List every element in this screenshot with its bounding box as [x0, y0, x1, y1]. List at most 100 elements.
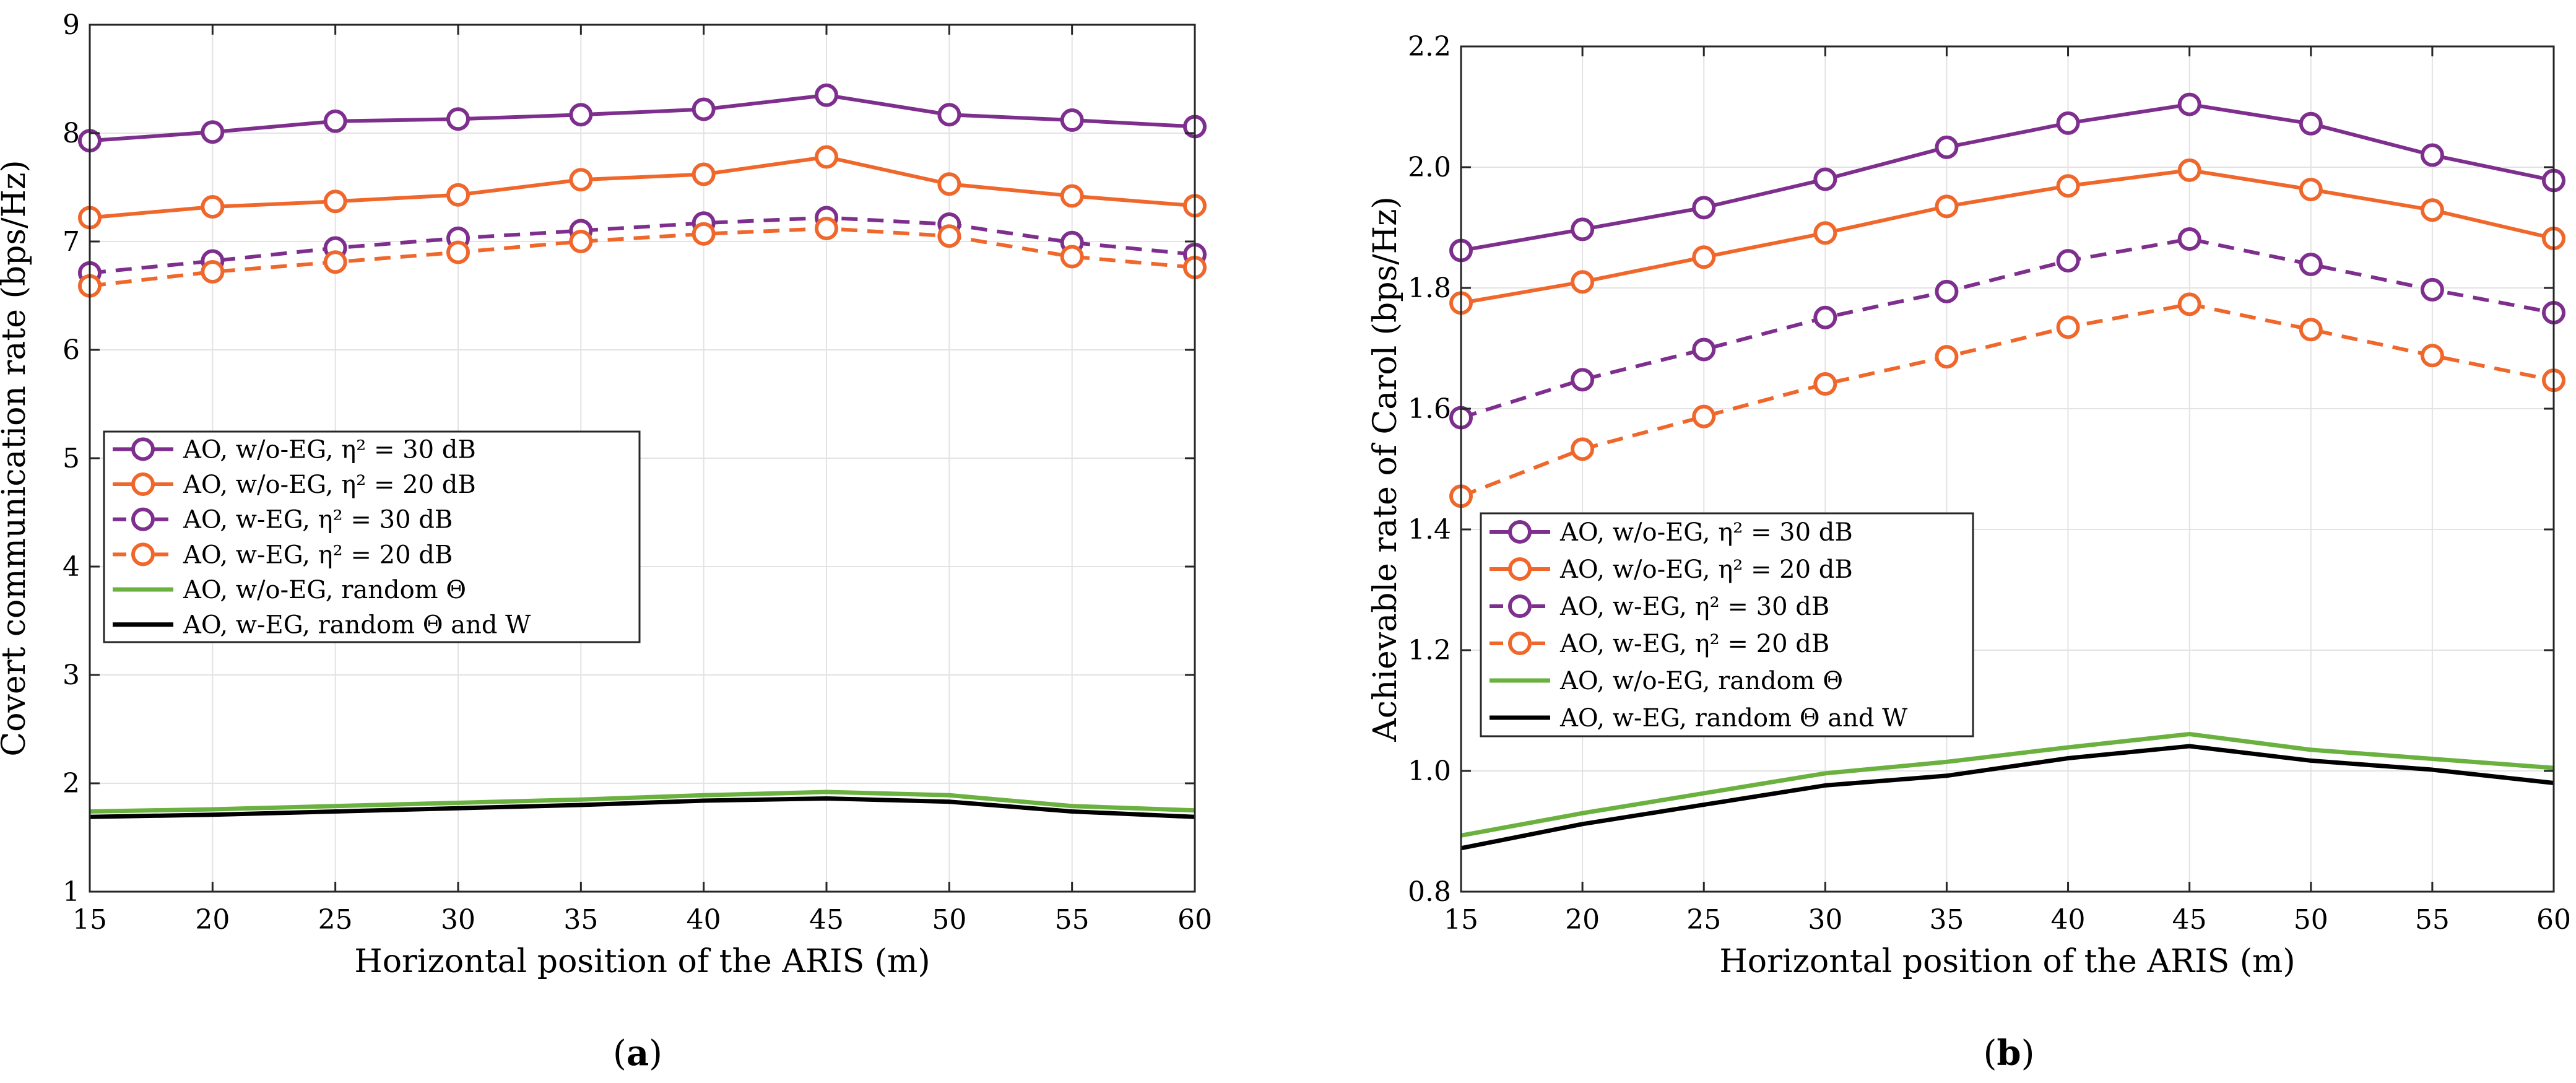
data-point-s3-7	[2177, 227, 2201, 251]
data-point-s2-9	[2420, 198, 2444, 222]
data-point-s1-3	[323, 109, 347, 133]
data-point-s4-6	[692, 222, 716, 246]
data-point-s1-8	[937, 103, 961, 127]
data-point-s1-8	[2299, 111, 2323, 136]
data-point-s1-5	[1935, 135, 1959, 159]
y-tick-label: 6	[63, 334, 80, 366]
data-point-s4-9	[1060, 245, 1084, 269]
data-point-s2-9	[1060, 184, 1084, 208]
x-tick-label: 25	[1686, 904, 1721, 936]
axes-box	[1460, 45, 2555, 893]
x-tick-label: 45	[809, 904, 844, 936]
legend-marker-2	[131, 472, 155, 496]
data-point-s4-3	[1692, 404, 1716, 428]
series-line-3	[1460, 237, 2554, 420]
legend-label-6: AO, w-EG, random Θ and W	[183, 611, 531, 640]
y-tick-label: 9	[63, 9, 80, 41]
series-line-4	[89, 227, 1195, 288]
x-tick-label: 25	[318, 904, 353, 936]
legend-label-4: AO, w-EG, η² = 20 dB	[1559, 630, 1829, 658]
data-point-s1-4	[446, 107, 470, 131]
grid	[90, 25, 1195, 892]
data-point-s4-5	[569, 230, 593, 253]
y-axis-label: Achievable rate of Carol (bps/Hz)	[1367, 196, 1404, 742]
legend-marker-1	[131, 437, 155, 461]
series-line-3	[89, 215, 1195, 275]
data-point-s4-2	[1571, 437, 1595, 461]
data-point-s1-6	[692, 97, 716, 121]
data-point-s1-4	[1813, 167, 1837, 191]
legend-marker-3	[131, 507, 155, 531]
data-point-s3-4	[1813, 305, 1837, 329]
data-point-s2-5	[569, 168, 593, 192]
panel-a-chart: 15 20 25 30 35 40 45 50 55 60123456789Horizontal …	[0, 9, 1212, 1074]
legend-box	[103, 430, 641, 643]
y-axis-label: Covert communication rate (bps/Hz)	[0, 160, 33, 756]
data-point-s4-3	[323, 250, 347, 274]
legend-label-5: AO, w/o-EG, random Θ	[183, 576, 466, 604]
y-tick-label: 1.0	[1408, 755, 1451, 787]
series-line-1	[1460, 102, 2554, 253]
data-point-s1-6	[2056, 111, 2080, 135]
data-point-s3-3	[1692, 337, 1716, 362]
y-tick-label: 1.4	[1408, 514, 1451, 546]
y-tick-label: 2.2	[1408, 31, 1451, 63]
series-line-5	[1460, 732, 2554, 838]
series-line-2	[89, 155, 1195, 220]
series-group	[78, 83, 1207, 819]
legend-marker-4	[1508, 632, 1532, 655]
data-point-s4-8	[2299, 318, 2323, 342]
y-tick-label: 3	[63, 659, 80, 691]
data-point-s3-5	[1935, 279, 1959, 303]
data-point-s2-4	[446, 183, 470, 207]
data-point-s1-2	[201, 120, 225, 144]
y-tick-label: 1.2	[1408, 635, 1451, 666]
legend-box	[1480, 512, 1974, 737]
y-tick-label: 1	[63, 876, 80, 908]
series-line-2	[1460, 168, 2554, 305]
legend-label-3: AO, w-EG, η² = 30 dB	[1559, 593, 1829, 621]
data-point-s1-7	[815, 83, 838, 107]
legend-label-2: AO, w/o-EG, η² = 20 dB	[1559, 555, 1853, 584]
series-line-1	[89, 93, 1195, 143]
x-tick-label: 20	[195, 904, 230, 936]
legend: AO, w/o-EG, η² = 30 dB AO, w/o-EG, η² = 2…	[103, 430, 641, 643]
data-point-s2-7	[2177, 158, 2201, 182]
legend-label-2: AO, w/o-EG, η² = 20 dB	[183, 471, 476, 499]
data-point-s2-7	[815, 145, 838, 169]
ticks: 15 20 25 30 35 40 45 50 55 60 0.8 1.0 1.2 1.4 1.6 1.8 2.…	[1408, 31, 2571, 936]
y-tick-label: 7	[63, 226, 80, 258]
x-tick-label: 15	[72, 904, 107, 936]
data-point-s2-8	[2299, 178, 2323, 202]
data-point-s3-8	[2299, 252, 2323, 276]
data-point-s3-9	[2420, 277, 2444, 302]
x-tick-label: 55	[2415, 904, 2450, 936]
x-tick-label: 55	[1055, 904, 1090, 936]
data-point-s2-3	[1692, 245, 1716, 269]
y-tick-label: 4	[63, 551, 80, 583]
x-tick-label: 35	[1929, 904, 1964, 936]
data-point-s1-9	[2420, 143, 2444, 167]
legend-marker-1	[1508, 520, 1532, 544]
legend-label-4: AO, w-EG, η² = 20 dB	[183, 541, 453, 569]
data-point-s4-6	[2056, 315, 2080, 339]
data-point-s4-8	[937, 224, 961, 248]
x-tick-label: 30	[1808, 904, 1842, 936]
panel-b-chart: 15 20 25 30 35 40 45 50 55 60 0.8 1.0 1.2 1.4 1.6 1.8 2.…	[1367, 31, 2571, 1074]
legend-marker-2	[1508, 557, 1532, 581]
data-point-s4-5	[1935, 345, 1959, 369]
legend-label-1: AO, w/o-EG, η² = 30 dB	[1559, 518, 1853, 547]
y-tick-label: 1.8	[1408, 272, 1451, 304]
y-tick-label: 8	[63, 118, 80, 149]
data-point-s3-6	[2056, 249, 2080, 273]
data-point-s2-5	[1935, 194, 1959, 219]
x-tick-label: 40	[2051, 904, 2086, 936]
legend-label-5: AO, w/o-EG, random Θ	[1559, 667, 1843, 695]
data-point-s4-7	[815, 217, 838, 240]
data-point-s1-3	[1692, 196, 1716, 220]
x-tick-label: 20	[1565, 904, 1600, 936]
y-tick-label: 2	[63, 768, 80, 799]
y-tick-label: 1.6	[1408, 393, 1451, 425]
